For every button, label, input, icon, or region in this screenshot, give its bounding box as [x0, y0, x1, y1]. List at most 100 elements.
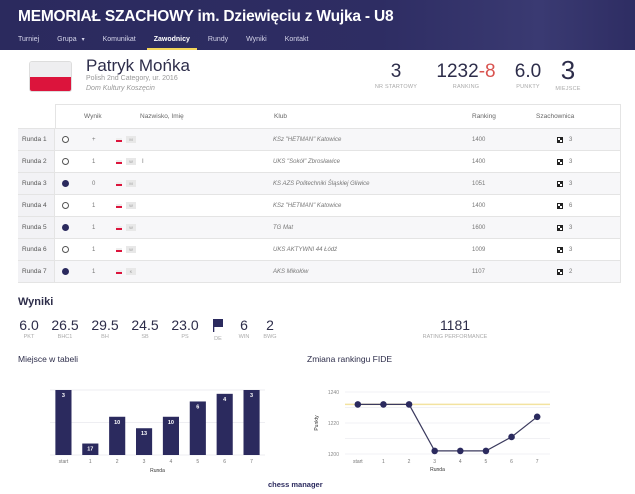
stat-value: 6.0 — [514, 61, 542, 82]
board-cell: 3 — [569, 247, 573, 253]
result-label: DE — [214, 336, 222, 342]
stat-label: MIEJSCE — [555, 86, 581, 92]
title-badge: M — [126, 180, 136, 187]
bar-label: 4 — [223, 397, 227, 403]
data-point — [380, 401, 387, 408]
chessboard-icon — [557, 225, 563, 231]
result-label: BWG — [263, 334, 277, 340]
stat-value: 3 — [560, 55, 576, 85]
data-point — [482, 447, 490, 455]
table-row[interactable]: Runda 6 1 W UKS AKTYWNI 44 Łódź 1009 3 — [18, 238, 621, 261]
stat-value: 1232 — [436, 61, 479, 82]
bar-label: 6 — [196, 404, 199, 410]
player-name: Patryk Mońka — [86, 56, 190, 75]
bar-label: 10 — [114, 420, 120, 426]
result-cell: + — [92, 137, 96, 143]
bar-label: 13 — [141, 431, 147, 437]
data-point — [533, 413, 541, 421]
round-label: Runda 1 — [18, 129, 55, 151]
title-badge: M — [126, 136, 136, 143]
nav-label: Grupa — [57, 36, 77, 43]
result-pkt: 6.0 PKT — [18, 317, 40, 341]
nav-kontakt[interactable]: Kontakt — [276, 34, 318, 50]
nav-grupa[interactable]: Grupa ▾ — [48, 34, 93, 50]
nav-label: Komunikat — [102, 36, 136, 43]
performance-value: 1181 — [439, 317, 471, 333]
result-value: 6.0 — [19, 317, 39, 333]
title-badge: W — [126, 246, 136, 253]
x-tick-label: 4 — [459, 459, 462, 465]
poland-flag-icon — [116, 226, 122, 230]
board-cell: 3 — [569, 181, 573, 187]
data-point — [508, 433, 515, 441]
rating-performance: 1181 RATING PERFORMANCE — [400, 317, 510, 341]
poland-flag-icon — [29, 61, 72, 92]
opponent-name[interactable]: I — [142, 159, 144, 165]
title-badge: K — [126, 268, 136, 275]
tournament-title: MEMORIAŁ SZACHOWY im. Dziewięciu z Wujka… — [18, 8, 394, 25]
x-axis-title: Runda — [150, 468, 165, 474]
x-tick-label: 5 — [196, 459, 199, 465]
poland-flag-icon — [116, 138, 122, 142]
black-piece-icon — [62, 180, 69, 187]
chessboard-icon — [557, 137, 563, 143]
bar-label: 3 — [62, 393, 65, 399]
poland-flag-icon — [116, 182, 122, 186]
x-tick-label: 5 — [485, 459, 488, 465]
white-piece-icon — [62, 136, 69, 143]
nav-label: Turniej — [18, 36, 40, 43]
chessboard-icon — [557, 247, 563, 253]
x-tick-label: 3 — [143, 459, 146, 465]
nav-wyniki[interactable]: Wyniki — [237, 34, 276, 50]
bar — [216, 393, 233, 455]
result-cell: 0 — [92, 181, 96, 187]
header: MEMORIAŁ SZACHOWY im. Dziewięciu z Wujka… — [0, 0, 635, 50]
nav-komunikat[interactable]: Komunikat — [94, 34, 145, 50]
header-club: Klub — [274, 113, 288, 120]
table-row[interactable]: Runda 1 + M KSz "HETMAN" Katowice 1400 3 — [18, 128, 621, 151]
stat-label: PUNKTY — [516, 84, 540, 90]
y-axis-title: Punkty — [314, 415, 320, 431]
result-label: SB — [141, 334, 149, 340]
player-category: Polish 2nd Category, ur. 2016 — [86, 75, 178, 82]
table-row[interactable]: Runda 7 1 K AKS Mikołów 1107 2 — [18, 260, 621, 283]
ranking-cell: 1400 — [472, 137, 486, 143]
table-row[interactable]: Runda 3 0 M KS AZS Politechniki Śląskiej Gl… — [18, 172, 621, 195]
nav-rundy[interactable]: Rundy — [199, 34, 237, 50]
round-label: Runda 5 — [18, 217, 55, 239]
white-piece-icon — [62, 158, 69, 165]
nav-label: Rundy — [207, 36, 229, 43]
result-bwg: 2 BWG — [262, 318, 278, 341]
ranking-cell: 1400 — [472, 203, 486, 209]
board-cell: 6 — [569, 203, 573, 209]
poland-flag-icon — [116, 270, 122, 274]
rating-chart-title: Zmiana rankingu FIDE — [307, 354, 393, 364]
round-label: Runda 4 — [18, 195, 55, 217]
ranking-cell: 1400 — [472, 159, 486, 165]
table-row[interactable]: Runda 5 1 W TG Mat 1600 3 — [18, 216, 621, 239]
table-row[interactable]: Runda 2 1 W I UKS "Sokół" Zbrosławice 1400 3 — [18, 150, 621, 173]
ranking-change: -8 — [478, 61, 496, 82]
white-piece-icon — [62, 202, 69, 209]
nav-turniej[interactable]: Turniej — [0, 34, 48, 50]
x-tick-label: 1 — [89, 459, 92, 465]
result-label: PKT — [23, 334, 35, 340]
header-wynik: Wynik — [84, 113, 102, 120]
player-club: Dom Kultury Koszęcin — [86, 85, 155, 92]
nav-zawodnicy[interactable]: Zawodnicy — [145, 34, 199, 50]
nav-label: Wyniki — [246, 36, 267, 43]
x-tick-label: 3 — [433, 459, 436, 465]
stat-value: 3 — [390, 61, 402, 82]
bar — [82, 443, 99, 455]
round-label: Runda 7 — [18, 261, 55, 283]
result-ps: 23.0 PS — [170, 318, 200, 341]
table-row[interactable]: Runda 4 1 W KSz "HETMAN" Katowice 1400 6 — [18, 194, 621, 217]
rating-line-chart: 1200 1220 1240 Punkty start 1 2 3 4 5 6 7 Runda — [314, 390, 550, 473]
round-label: Runda 6 — [18, 239, 55, 261]
data-point — [405, 401, 413, 408]
x-tick-label: start — [59, 459, 69, 465]
ranking-cell: 1051 — [472, 181, 486, 187]
chessboard-icon — [557, 181, 563, 187]
club-cell: KSz "HETMAN" Katowice — [273, 203, 342, 209]
result-cell: 1 — [92, 159, 96, 165]
